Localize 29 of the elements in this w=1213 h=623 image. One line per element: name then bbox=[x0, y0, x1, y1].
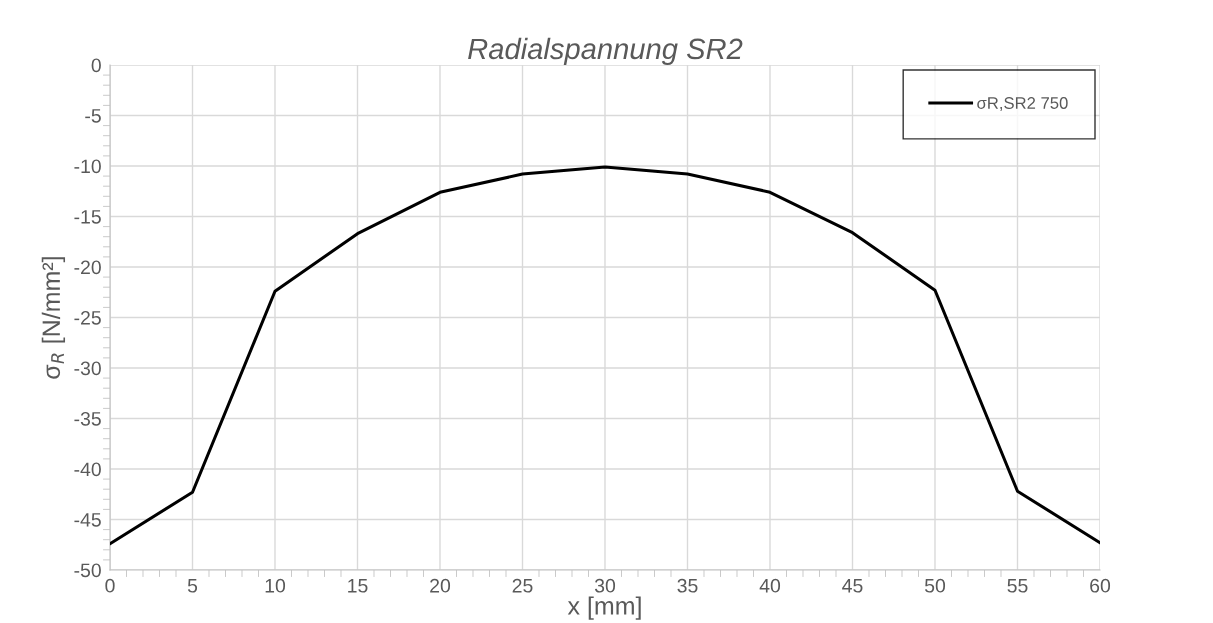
y-tick-label: 0 bbox=[91, 58, 101, 73]
line-series bbox=[110, 165, 1100, 546]
x-tick-label: 5 bbox=[187, 579, 198, 593]
x-tick-label: 50 bbox=[924, 578, 946, 593]
chart-title: Radialspannung SR2 bbox=[468, 37, 743, 65]
y-tick-label: -15 bbox=[74, 210, 101, 224]
y-tick-label: -30 bbox=[74, 361, 101, 376]
y-tick-label: -10 bbox=[74, 159, 101, 174]
x-axis-title: x [mm] bbox=[567, 596, 641, 620]
x-tick-label: 20 bbox=[430, 578, 451, 593]
x-tick-label: 15 bbox=[348, 579, 368, 593]
x-tick-label: 60 bbox=[1090, 578, 1111, 593]
x-tick-label: 35 bbox=[677, 578, 698, 593]
x-tick-label: 10 bbox=[265, 578, 286, 593]
x-tick-label: 0 bbox=[105, 578, 115, 593]
y-tick-label: -5 bbox=[85, 109, 101, 123]
x-tick-label: 30 bbox=[594, 578, 616, 593]
y-tick-label: -45 bbox=[74, 513, 101, 527]
y-tick-label: -35 bbox=[74, 411, 101, 426]
y-tick-label: -40 bbox=[74, 462, 101, 477]
y-tick-label: -25 bbox=[74, 310, 101, 325]
legend-label: σR,SR2 750 bbox=[977, 97, 1068, 111]
x-tick-label: 45 bbox=[842, 579, 863, 593]
x-tick-label: 40 bbox=[759, 578, 781, 593]
y-tick-label: -20 bbox=[74, 260, 101, 275]
y-tick-label: -50 bbox=[74, 563, 101, 578]
x-tick-label: 55 bbox=[1007, 579, 1028, 593]
y-axis-title: σ$_{R}$ [N/mm²] bbox=[41, 257, 66, 379]
x-tick-label: 25 bbox=[512, 578, 533, 593]
